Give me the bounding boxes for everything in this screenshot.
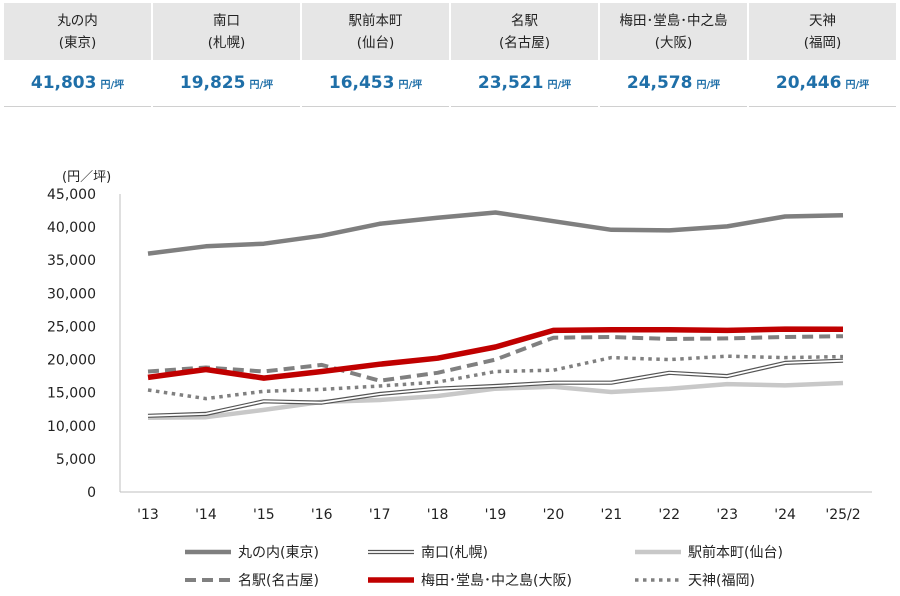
card-area-name: 天神 (809, 12, 836, 29)
card-header: 名駅 (名古屋) (451, 3, 598, 60)
card-area-name: 南口 (213, 12, 240, 29)
card-rent-value: 20,446 (775, 73, 842, 93)
y-tick-label: 30,000 (47, 286, 96, 302)
summary-card-meieki: 名駅 (名古屋) 23,521 円/坪 (451, 3, 598, 107)
legend-label: 丸の内(東京) (238, 545, 319, 561)
y-axis-label: (円／坪) (62, 170, 111, 185)
legend-item: 名駅(名古屋) (185, 573, 319, 589)
series-line (147, 380, 844, 421)
legend-label: 梅田･堂島･中之島(大阪) (421, 573, 572, 589)
summary-card-umeda: 梅田･堂島･中之島 (大阪) 24,578 円/坪 (600, 3, 747, 107)
card-header: 南口 (札幌) (153, 3, 300, 60)
card-rent-value: 23,521 (477, 73, 544, 93)
card-header: 天神 (福岡) (749, 3, 896, 60)
card-header: 駅前本町 (仙台) (302, 3, 449, 60)
legend-label: 名駅(名古屋) (238, 573, 319, 589)
series-line (147, 334, 844, 383)
card-area-name: 梅田･堂島･中之島 (619, 12, 728, 29)
x-tick-label: '14 (195, 507, 217, 523)
y-tick-label: 25,000 (47, 319, 96, 335)
legend-item: 天神(福岡) (635, 573, 755, 589)
x-tick-label: '15 (253, 507, 275, 523)
x-tick-label: '20 (543, 507, 565, 523)
card-rent-value: 16,453 (328, 73, 395, 93)
card-rent-unit: 円/坪 (696, 79, 721, 91)
card-value-row: 23,521 円/坪 (451, 60, 598, 107)
series-line (147, 326, 844, 381)
card-rent-value: 19,825 (179, 73, 246, 93)
x-axis-ticks: '13 '14 '15 '16 '17 '18 '19 '20 '21 '22 '23 '24 '25/… (137, 507, 860, 523)
chart-series (147, 210, 844, 421)
card-rent-unit: 円/坪 (398, 79, 423, 91)
x-tick-label: '18 (427, 507, 449, 523)
legend-item: 南口(札幌) (368, 545, 488, 561)
y-tick-label: 5,000 (56, 452, 96, 468)
summary-card-tenjin: 天神 (福岡) 20,446 円/坪 (749, 3, 896, 107)
card-rent-unit: 円/坪 (547, 79, 572, 91)
card-city-name: (札幌) (207, 34, 246, 51)
legend-label: 天神(福岡) (688, 573, 755, 589)
x-tick-label: '25/2 (825, 507, 860, 523)
card-value-row: 16,453 円/坪 (302, 60, 449, 107)
y-tick-label: 10,000 (47, 419, 96, 435)
y-tick-label: 40,000 (47, 220, 96, 236)
card-header: 梅田･堂島･中之島 (大阪) (600, 3, 747, 60)
card-value-row: 24,578 円/坪 (600, 60, 747, 107)
y-tick-label: 0 (87, 485, 96, 501)
y-tick-label: 35,000 (47, 253, 96, 269)
card-area-name: 丸の内 (57, 12, 98, 29)
legend-label: 南口(札幌) (421, 545, 488, 561)
legend-item: 駅前本町(仙台) (635, 544, 783, 561)
x-tick-label: '19 (485, 507, 507, 523)
series-line-inner (147, 359, 844, 417)
summary-cards: 丸の内 (東京) 41,803 円/坪 南口 (札幌) 19,825 円/坪 駅… (4, 3, 896, 107)
card-value-row: 20,446 円/坪 (749, 60, 896, 107)
y-tick-label: 15,000 (47, 386, 96, 402)
chart-axes (119, 194, 872, 493)
summary-card-ekimae-honcho: 駅前本町 (仙台) 16,453 円/坪 (302, 3, 449, 107)
x-tick-label: '21 (600, 507, 622, 523)
x-tick-label: '17 (369, 507, 391, 523)
card-value-row: 19,825 円/坪 (153, 60, 300, 107)
y-tick-label: 45,000 (47, 187, 96, 203)
y-axis-ticks: 0 5,000 10,000 15,000 20,000 25,000 30,000 35,0… (47, 187, 96, 501)
card-rent-unit: 円/坪 (845, 79, 870, 91)
card-area-name: 名駅 (511, 12, 538, 29)
card-rent-unit: 円/坪 (100, 79, 125, 91)
legend-item: 丸の内(東京) (185, 545, 319, 561)
legend-item: 梅田･堂島･中之島(大阪) (368, 573, 572, 589)
summary-card-marunouchi: 丸の内 (東京) 41,803 円/坪 (4, 3, 151, 107)
card-area-name: 駅前本町 (348, 12, 403, 29)
x-tick-label: '13 (137, 507, 159, 523)
card-city-name: (仙台) (356, 34, 395, 51)
x-tick-label: '22 (658, 507, 680, 523)
card-rent-unit: 円/坪 (249, 79, 274, 91)
card-rent-value: 24,578 (626, 73, 693, 93)
card-city-name: (名古屋) (498, 34, 551, 51)
summary-card-minamiguchi: 南口 (札幌) 19,825 円/坪 (153, 3, 300, 107)
x-tick-label: '16 (311, 507, 333, 523)
card-value-row: 41,803 円/坪 (4, 60, 151, 107)
card-city-name: (東京) (58, 34, 97, 51)
chart-legend: 丸の内(東京) 南口(札幌) 駅前本町(仙台) 名駅(名古屋) 梅田･堂島･中之島(大阪… (185, 544, 783, 589)
series-line (147, 210, 844, 256)
card-rent-value: 41,803 (30, 73, 97, 93)
card-city-name: (福岡) (803, 34, 842, 51)
x-tick-label: '24 (774, 507, 796, 523)
legend-label: 駅前本町(仙台) (688, 544, 783, 561)
x-tick-label: '23 (716, 507, 738, 523)
card-city-name: (大阪) (654, 34, 693, 51)
card-header: 丸の内 (東京) (4, 3, 151, 60)
y-tick-label: 20,000 (47, 353, 96, 369)
